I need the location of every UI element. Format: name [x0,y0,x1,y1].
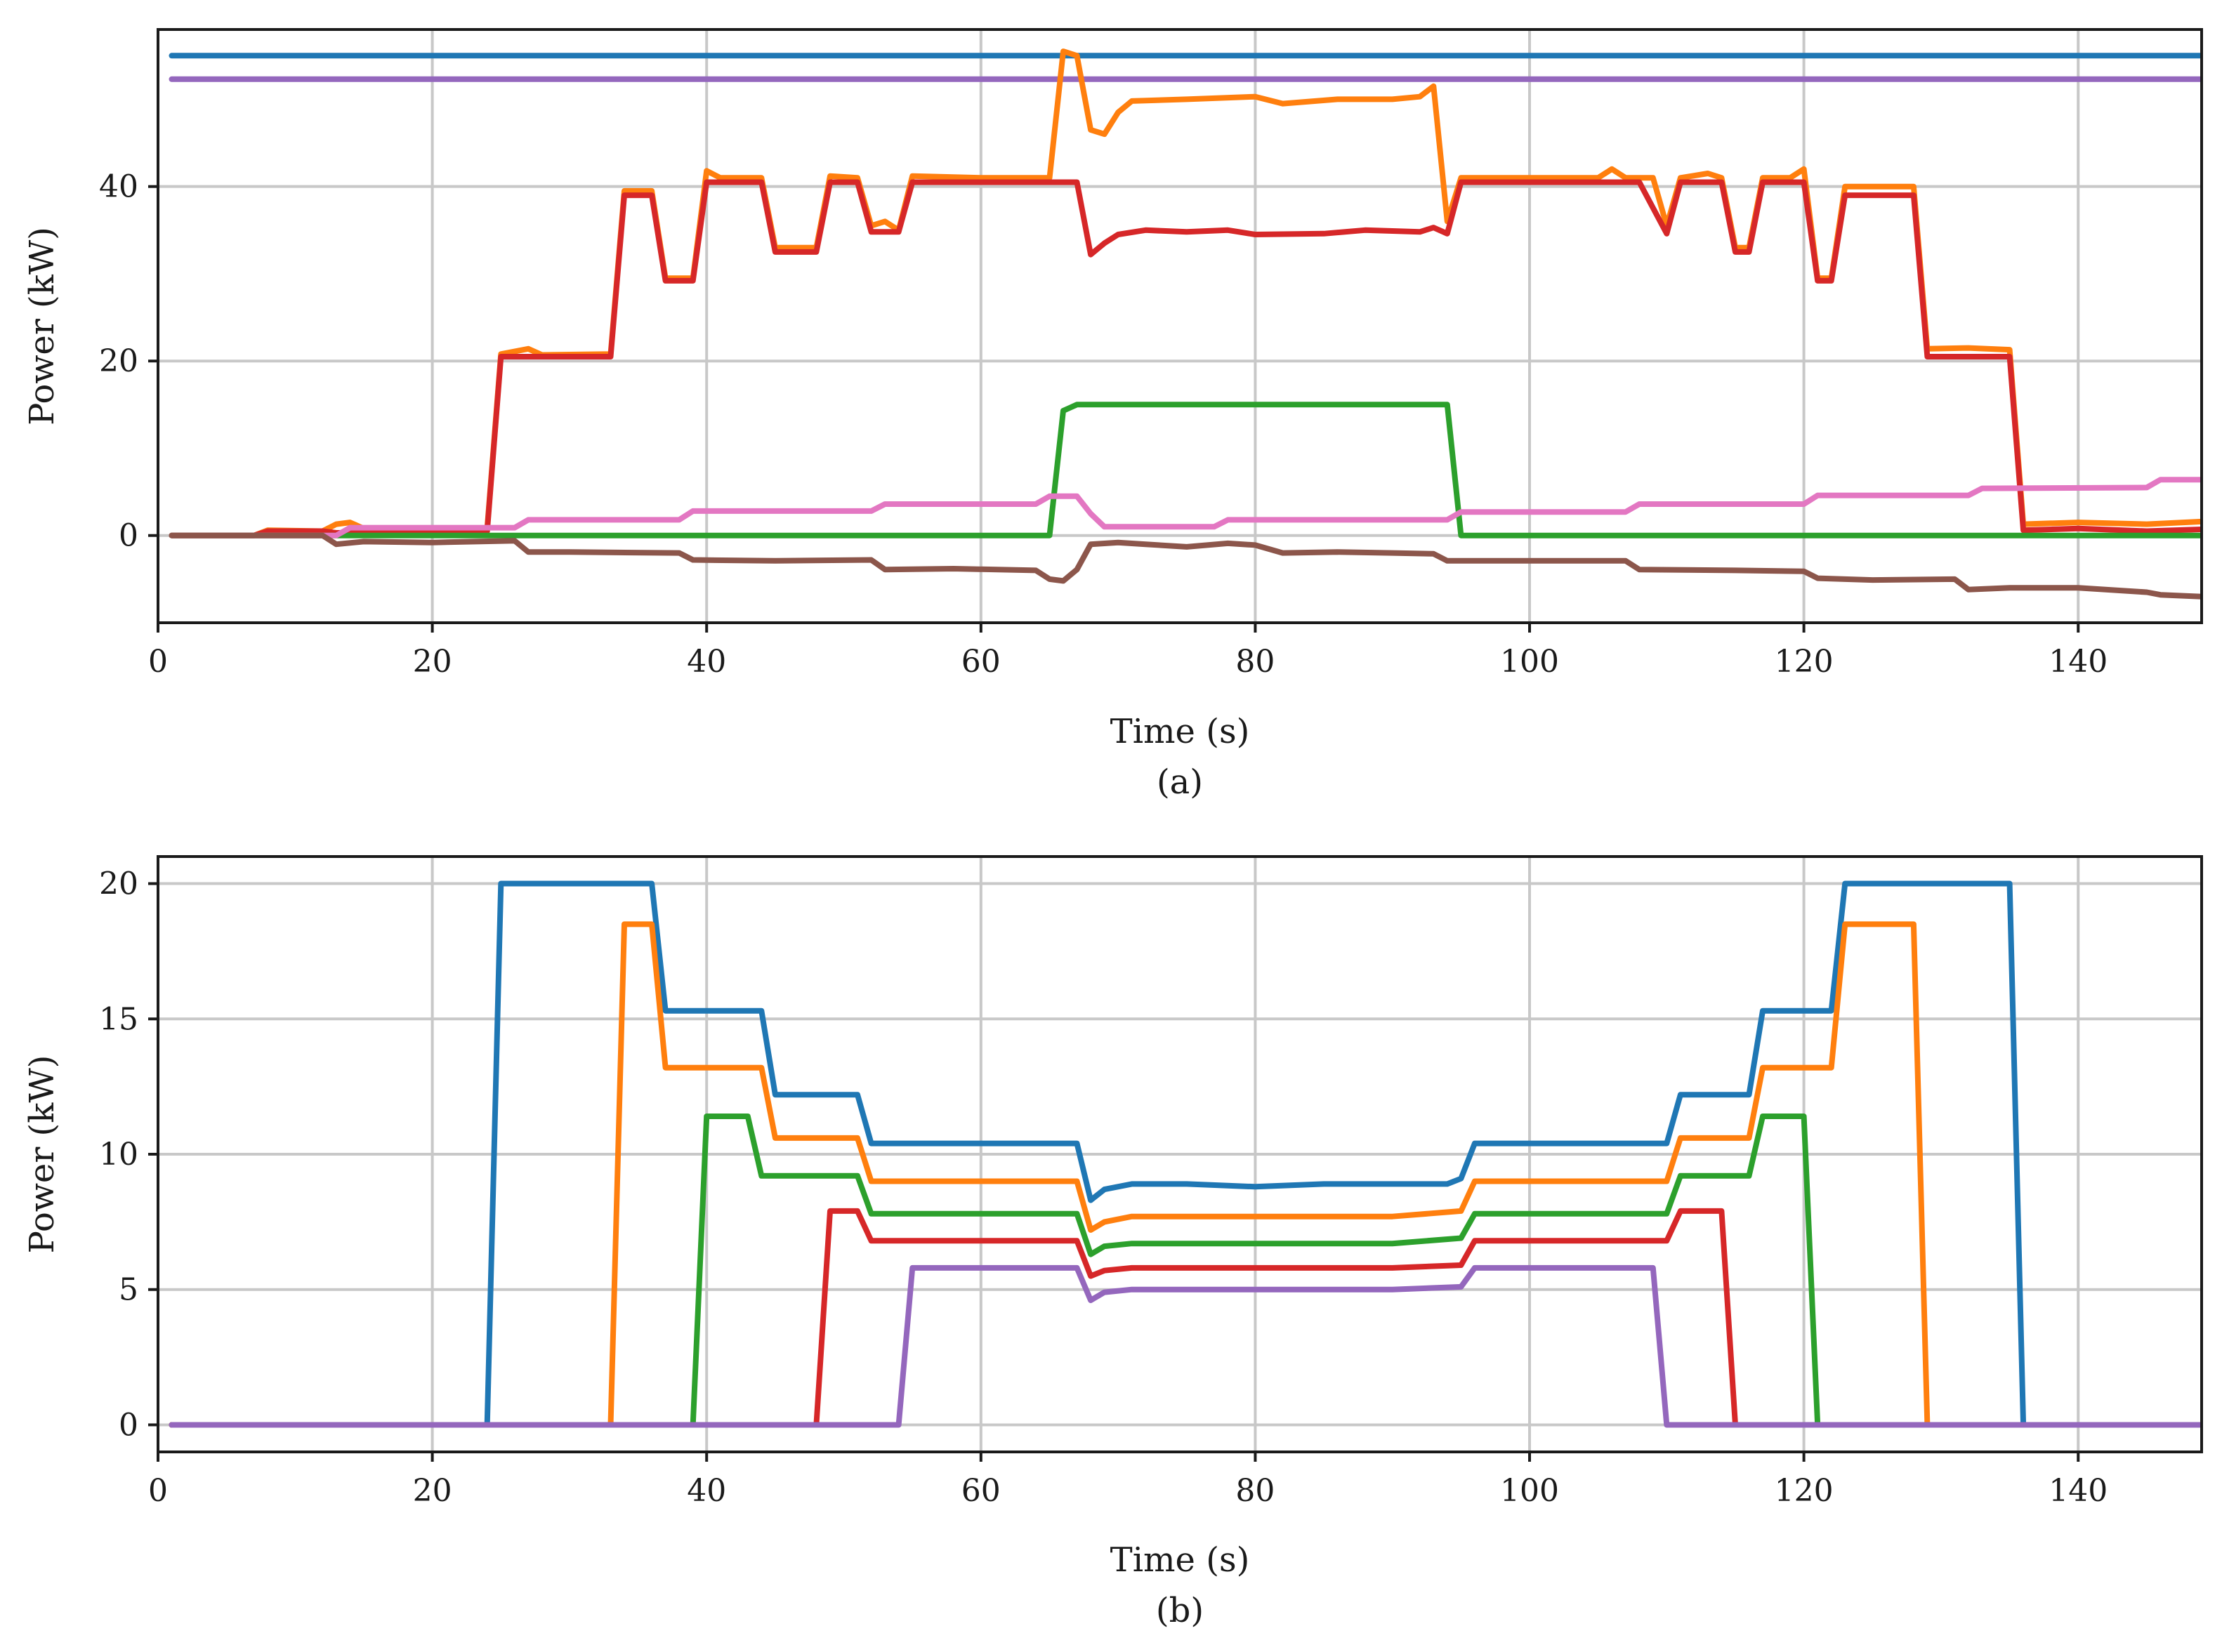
x-axis-label: Time (s) [1110,1540,1250,1580]
x-tick-label: 40 [687,1473,726,1509]
x-tick-label: 0 [148,1473,168,1509]
y-tick-label: 0 [119,1407,138,1443]
series-line-4 [169,179,2202,538]
x-tick-label: 140 [2049,644,2108,680]
y-tick-label: 20 [99,866,138,902]
subplot-caption: (a) [1157,762,1203,802]
x-tick-label: 100 [1500,644,1559,680]
y-axis-label: Power (kW) [22,1055,62,1254]
series-line-6 [169,477,2202,538]
y-tick-label: 5 [119,1272,138,1308]
x-tick-label: 60 [961,1473,1001,1509]
series-line-7 [169,532,2202,600]
x-tick-label: 0 [148,644,168,680]
y-tick-label: 15 [99,1001,138,1037]
y-tick-label: 40 [99,169,138,205]
series-line-3 [169,48,2202,538]
x-tick-label: 140 [2049,1473,2108,1509]
y-axis-label: Power (kW) [22,227,62,425]
x-tick-label: 100 [1500,1473,1559,1509]
x-tick-label: 20 [413,1473,452,1509]
series-line-5 [169,1264,2202,1428]
plot-b: 0 20 40 60 80 100 120 140 0 5 10 15 20 Time (s) Power … [22,855,2203,1630]
plot-frame [157,28,2203,624]
series-line-5 [169,402,2202,538]
y-tick-label: 0 [119,518,138,554]
x-tick-label: 80 [1235,1473,1275,1509]
x-tick-label: 120 [1775,1473,1834,1509]
plot-a: 0 20 40 60 80 100 120 140 0 20 40 Time (s) Power (kW… [22,28,2203,802]
x-axis-label: Time (s) [1110,712,1250,751]
x-tick-label: 60 [961,644,1001,680]
x-tick-label: 20 [413,644,452,680]
x-tick-label: 40 [687,644,726,680]
series-group [169,880,2202,1428]
subplot-caption: (b) [1156,1591,1204,1630]
series-line-3 [169,1114,2202,1428]
y-tick-label: 20 [99,343,138,379]
series-line-1 [169,880,2202,1428]
y-tick-label: 10 [99,1137,138,1172]
series-line-4 [169,1208,2202,1428]
series-line-2 [169,921,2202,1428]
series-group [169,48,2202,600]
x-tick-label: 80 [1235,644,1275,680]
x-tick-label: 120 [1775,644,1834,680]
